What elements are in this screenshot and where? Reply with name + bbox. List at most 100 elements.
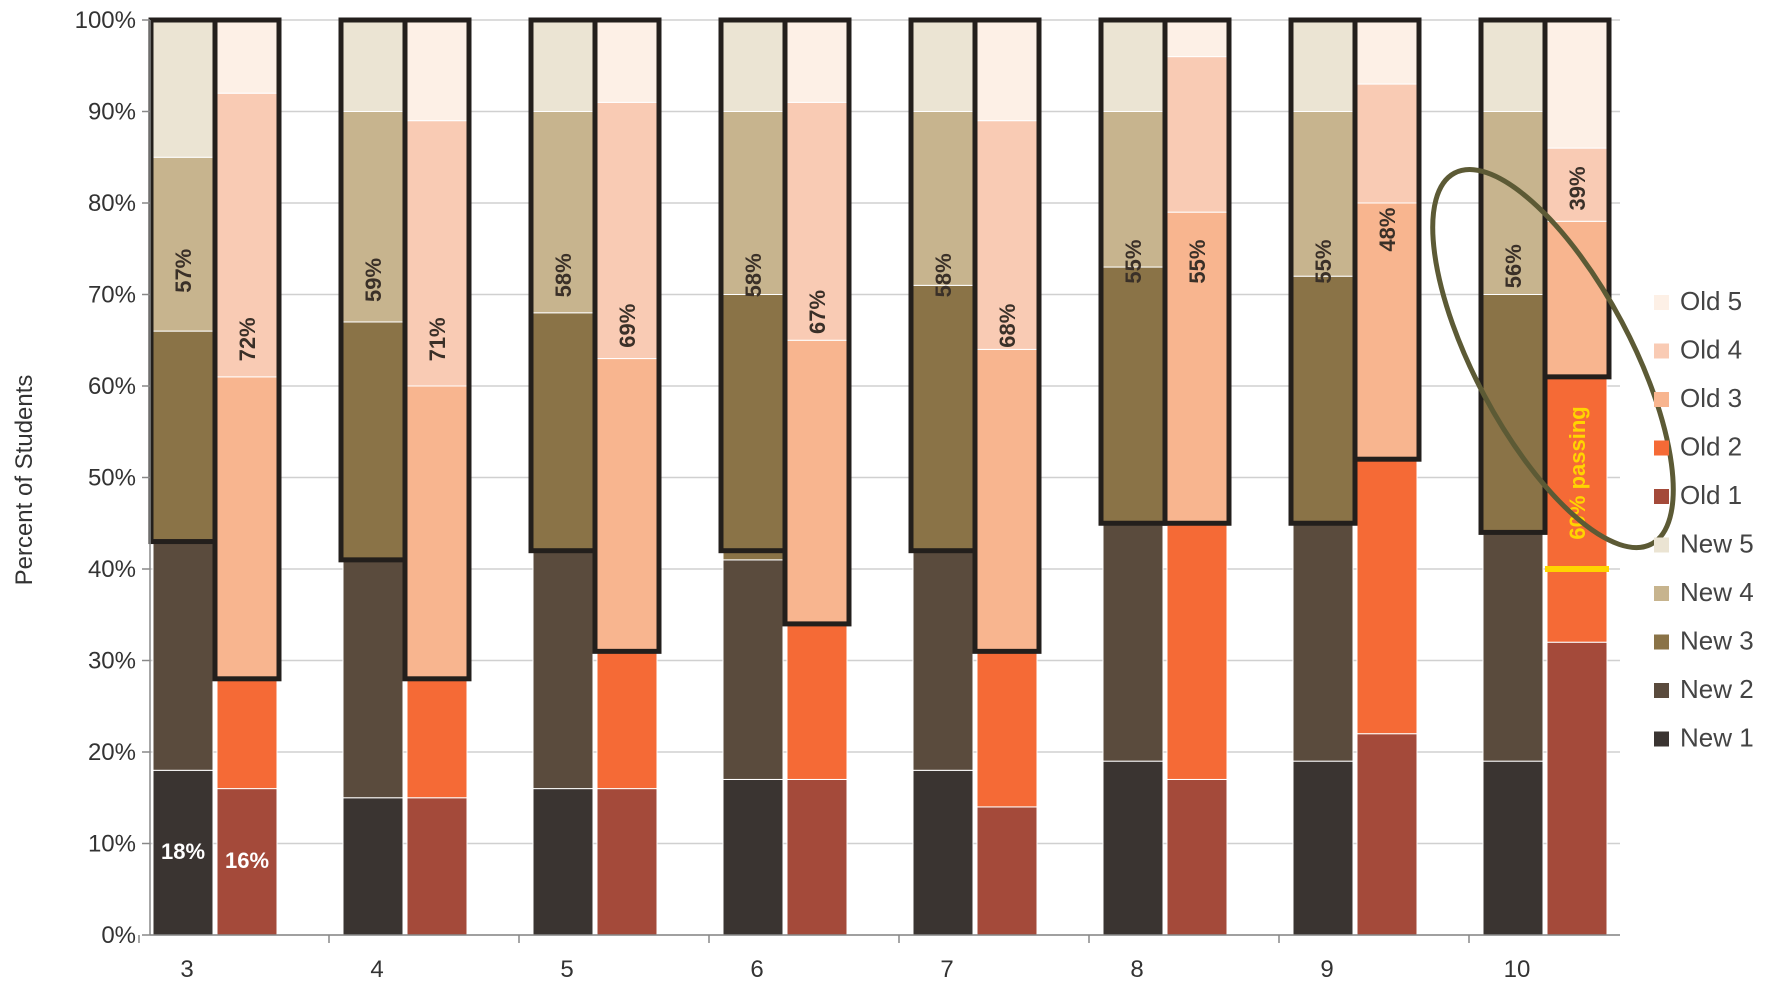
bar-segment-old-5 [406,19,468,122]
bar-segment-new-3 [342,321,404,561]
legend-label: Old 2 [1680,432,1742,462]
bar-segment-old-4 [976,120,1038,350]
legend-label: New 1 [1680,723,1754,753]
legend-swatch [1654,537,1669,553]
legend-label: Old 5 [1680,286,1742,316]
legend-swatch [1654,392,1669,407]
bar-segment-old-2 [786,623,848,780]
bar-segment-new-3 [532,312,594,552]
y-tick-label: 100% [75,7,136,34]
old-passing-label: 67% [805,290,830,334]
old-passing-box [1352,17,1422,462]
legend-label: Old 4 [1680,335,1742,365]
bar-segment-new-2 [152,541,214,771]
bar-segment-new-1 [1102,760,1164,936]
bar-segment-old-1 [1546,641,1608,936]
bar-segment-new-4 [152,156,214,332]
passing-boxes [148,17,1612,682]
axes: 0% 10% 20% 30% 40% 50% 60% 70% 80% 90% 100% 3 4 5 6 7 8 9… [75,7,1620,983]
legend: Old 5 Old 4 Old 3 Old 2 Old 1 New 5 New 4 New 3… [1654,286,1754,753]
y-tick-label: 50% [88,465,136,492]
legend-swatch [1654,440,1669,456]
bar-segment-old-5 [1356,19,1418,85]
bar-segment-old-4 [1356,83,1418,204]
legend-swatch [1654,586,1669,601]
bar-segment-new-4 [722,111,784,295]
bar-segment-old-3 [406,385,468,680]
bar-segment-old-4 [786,101,848,341]
new-passing-label: 55% [1311,240,1336,284]
bar-segment-new-3 [152,330,214,543]
old-passing-label: 68% [995,304,1020,348]
new-passing-label: 59% [361,258,386,302]
bar-segment-new-1 [722,778,784,936]
legend-swatch [1654,634,1669,650]
bar-segment-new-5 [1102,19,1164,112]
old-passing-label: 72% [235,317,260,361]
bar-segment-old-3 [976,348,1038,652]
bar-segment-old-3 [786,339,848,625]
new-passing-label: 58% [551,253,576,297]
y-axis-label: Percent of Students [11,375,38,586]
old-passing-label: 69% [615,304,640,348]
bar-segment-new-3 [1292,275,1354,524]
legend-label: Old 1 [1680,480,1742,510]
bar-segment-new-4 [532,111,594,314]
bar-segment-new-4 [912,111,974,286]
bar-segment-new-2 [1482,531,1544,762]
old-passing-box [212,17,282,682]
old-passing-label: 48% [1375,208,1400,252]
bar-segment-old-1 [406,797,468,936]
bar-segment-old-5 [596,19,658,103]
legend-label: Old 3 [1680,383,1742,413]
bar-segment-new-2 [1292,522,1354,762]
bar-segment-new-1 [1482,760,1544,936]
bar-segment-old-2 [596,650,658,790]
bar-segment-new-5 [342,19,404,112]
bar-segment-new-5 [1292,19,1354,112]
bar-segment-old-2 [1166,522,1228,780]
x-tick-label: 7 [940,956,953,983]
y-tick-label: 70% [88,282,136,309]
legend-label: New 4 [1680,577,1754,607]
old-passing-box [972,17,1042,654]
bar-segment-old-5 [1546,19,1608,149]
highlight-ellipse [1430,167,1676,551]
bar-segment-old-2 [1356,458,1418,735]
bar-segment-old-1 [1356,733,1418,936]
bar-segment-new-1 [1292,760,1354,936]
legend-swatch [1654,343,1669,359]
bar-segment-old-2 [406,678,468,799]
legend-swatch [1654,295,1669,310]
new-passing-label: 55% [1121,240,1146,284]
bar-segment-new-3 [912,284,974,552]
bar-segment-new-1 [912,769,974,936]
legend-label: New 2 [1680,674,1754,704]
y-tick-label: 30% [88,648,136,675]
x-tick-label: 5 [560,956,573,983]
bar-segment-new-5 [152,19,214,158]
bar-segment-old-1 [786,778,848,936]
bar-segment-new-1 [152,769,214,936]
legend-label: New 3 [1680,626,1754,656]
bars [152,19,1608,936]
bar-segment-new-5 [532,19,594,112]
y-tick-label: 0% [101,922,136,949]
old-passing-label: 71% [425,317,450,361]
bar-segment-old-3 [216,376,278,680]
bar-segment-old-1 [596,788,658,936]
bar-segment-new-2 [532,550,594,790]
bar-segment-old-2 [1546,376,1608,643]
legend-swatch [1654,489,1669,504]
bar-segment-new-4 [1102,111,1164,268]
y-tick-label: 40% [88,556,136,583]
bar-segment-new-2 [1102,522,1164,762]
y-tick-label: 90% [88,99,136,126]
bar-segment-new-2 [722,559,784,780]
bar-segment-old-5 [786,19,848,103]
percentage-labels: 57% 72% 18% 16% 59% 71% 58% 69% 58% 67% 58% 68% 55% 5… [161,166,1676,873]
legend-swatch [1654,683,1669,698]
bar-segment-old-3 [596,358,658,652]
new-passing-label: 57% [171,249,196,293]
